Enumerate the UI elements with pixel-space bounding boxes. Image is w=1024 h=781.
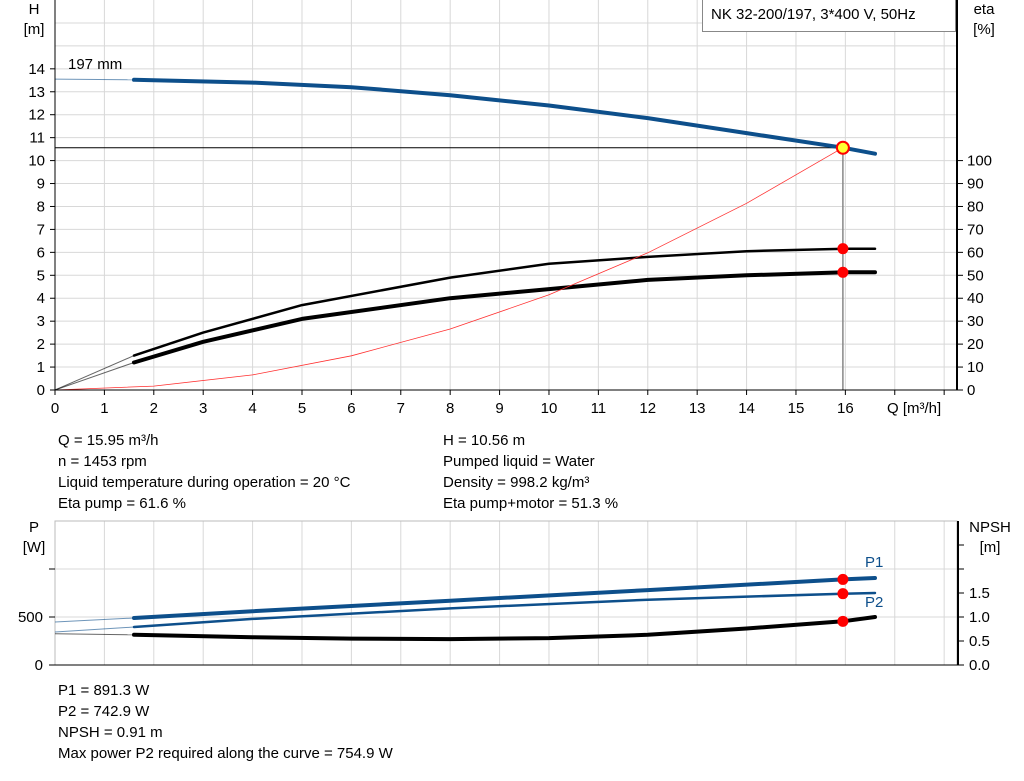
pump-model-legend: NK 32-200/197, 3*400 V, 50Hz	[702, 0, 956, 32]
head-value: H = 10.56 m	[443, 432, 526, 449]
eta-tick-label: 90	[967, 176, 984, 193]
p-axis-label: P [W]	[23, 519, 46, 556]
h-tick-label: 0	[37, 382, 45, 399]
q-tick-label: 3	[199, 400, 207, 417]
operating-point-marker	[837, 615, 849, 627]
p1-series-label: P1	[865, 554, 883, 571]
q-tick-label: 16	[837, 400, 854, 417]
h-tick-label: 3	[37, 313, 45, 330]
h-tick-label: 2	[37, 336, 45, 353]
bottom-grid	[54, 520, 958, 666]
h-tick-label: 6	[37, 244, 45, 261]
operating-point-marker	[837, 573, 849, 585]
operating-point-marker	[837, 588, 849, 600]
eta-pump-motor-curve	[132, 270, 877, 365]
system-curve	[54, 147, 844, 391]
h-axis-label: H [m]	[24, 1, 45, 38]
operating-info-left: Q = 15.95 m³/h n = 1453 rpm Liquid tempe…	[58, 430, 350, 514]
p2-series-label: P2	[865, 594, 883, 611]
eta-tick-label: 0	[967, 382, 975, 399]
impeller-diameter-label: 197 mm	[68, 56, 122, 73]
p2-curve-extrapolated	[54, 626, 135, 633]
p-tick-label: 500	[18, 609, 43, 626]
q-tick-label: 9	[495, 400, 503, 417]
eta-pump-value: Eta pump = 61.6 %	[58, 495, 186, 512]
eta-tick-label: 100	[967, 153, 992, 170]
q-tick-label: 8	[446, 400, 454, 417]
eta-pump-curve	[132, 247, 877, 357]
q-tick-label: 0	[51, 400, 59, 417]
q-tick-label: 11	[591, 400, 607, 417]
plot-frame	[54, 520, 958, 666]
max-power-value: Max power P2 required along the curve = …	[58, 745, 393, 762]
head-curve-extrapolated	[54, 78, 135, 81]
eta-pump-curve-extrapolated	[54, 355, 135, 391]
h-tick-label: 1	[37, 359, 45, 376]
h-tick-label: 12	[28, 107, 45, 124]
liquid-value: Pumped liquid = Water	[443, 453, 595, 470]
q-tick-label: 13	[689, 400, 706, 417]
q-axis-label: Q [m³/h]	[887, 400, 941, 417]
eta-tick-label: 80	[967, 198, 984, 215]
eta-tick-label: 50	[967, 267, 984, 284]
axes: 0123456789101112131401020304050607080901…	[18, 0, 992, 674]
p1-curve	[132, 576, 877, 620]
h-tick-label: 11	[29, 130, 45, 147]
speed-value: n = 1453 rpm	[58, 453, 147, 470]
p-tick-label: 0	[35, 657, 43, 674]
h-tick-label: 8	[37, 198, 45, 215]
eta-tick-label: 60	[967, 244, 984, 261]
q-tick-label: 12	[639, 400, 656, 417]
temperature-value: Liquid temperature during operation = 20…	[58, 474, 351, 491]
density-value: Density = 998.2 kg/m³	[443, 474, 590, 491]
h-tick-label: 10	[28, 153, 45, 170]
npsh-value: NPSH = 0.91 m	[58, 724, 163, 741]
q-tick-label: 14	[738, 400, 755, 417]
top-grid	[55, 0, 957, 390]
h-tick-label: 4	[37, 290, 45, 307]
h-tick-label: 13	[28, 84, 45, 101]
curves	[54, 77, 877, 642]
eta-pump-motor-curve-extrapolated	[54, 362, 135, 391]
npsh-tick-label: 1.0	[969, 609, 990, 626]
eta-tick-label: 70	[967, 221, 984, 238]
eta-tick-label: 10	[967, 359, 984, 376]
operating-point-marker	[837, 266, 849, 278]
power-info: P1 = 891.3 W P2 = 742.9 W NPSH = 0.91 m …	[58, 680, 393, 764]
q-tick-label: 4	[248, 400, 256, 417]
h-tick-label: 7	[37, 221, 45, 238]
eta-tick-label: 40	[967, 290, 984, 307]
h-tick-label: 14	[28, 61, 45, 78]
p2-value: P2 = 742.9 W	[58, 703, 150, 720]
operating-info-right: H = 10.56 m Pumped liquid = Water Densit…	[443, 430, 618, 514]
head-curve	[132, 77, 877, 156]
p1-value: P1 = 891.3 W	[58, 682, 150, 699]
q-tick-label: 10	[541, 400, 558, 417]
q-tick-label: 15	[788, 400, 805, 417]
npsh-axis-label: NPSH [m]	[969, 519, 1011, 556]
h-tick-label: 9	[37, 176, 45, 193]
p1-curve-extrapolated	[54, 617, 135, 623]
q-tick-label: 1	[100, 400, 108, 417]
npsh-tick-label: 0.0	[969, 657, 990, 674]
q-tick-label: 2	[150, 400, 158, 417]
q-tick-label: 6	[347, 400, 355, 417]
q-tick-label: 5	[298, 400, 306, 417]
duty-point-marker	[835, 140, 850, 155]
npsh-tick-label: 0.5	[969, 633, 990, 650]
h-tick-label: 5	[37, 267, 45, 284]
eta-pump-motor-value: Eta pump+motor = 51.3 %	[443, 495, 619, 512]
operating-point-marker	[837, 243, 849, 255]
eta-axis-label: eta [%]	[973, 1, 995, 38]
npsh-curve-extrapolated	[54, 633, 135, 636]
npsh-curve	[132, 615, 877, 642]
eta-tick-label: 20	[967, 336, 984, 353]
q-tick-label: 7	[397, 400, 405, 417]
npsh-tick-label: 1.5	[969, 585, 990, 602]
flow-value: Q = 15.95 m³/h	[58, 432, 159, 449]
eta-tick-label: 30	[967, 313, 984, 330]
